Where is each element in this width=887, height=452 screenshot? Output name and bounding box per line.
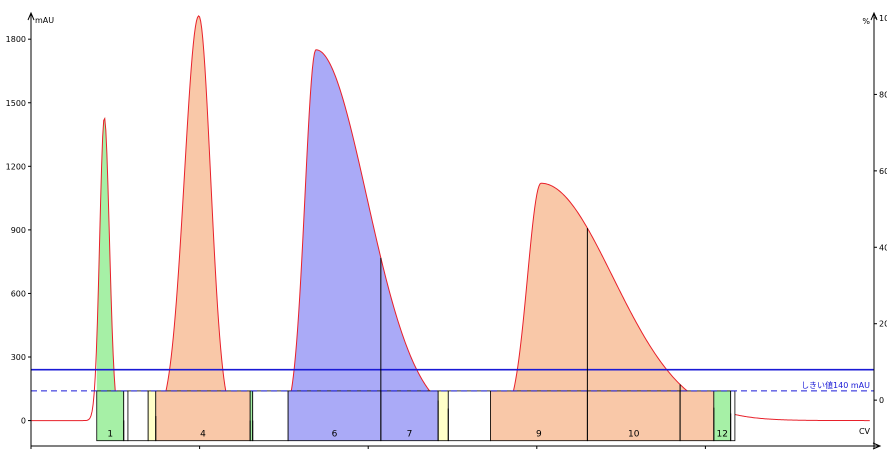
fraction-label-11: 9: [536, 430, 542, 440]
left-axis-arrow: [27, 11, 35, 21]
right-tick-label-5: 100: [879, 14, 887, 23]
fraction-bar-10: [447, 390, 491, 442]
left-axis-unit: mAU: [35, 16, 54, 25]
fraction-bar-12: [586, 390, 681, 442]
fraction-bar-0: [96, 390, 125, 442]
fraction-label-0: 1: [107, 430, 113, 440]
left-tick-label-0: 0: [21, 417, 26, 426]
right-tick-label-4: 80: [879, 90, 887, 99]
fraction-bar-15: [730, 390, 736, 442]
fraction-bar-3: [147, 390, 157, 442]
fraction-bar-6: [252, 390, 289, 442]
fraction-fill-12: [587, 228, 681, 421]
absorbance-curve-group: [31, 15, 870, 422]
fraction-labels: 1 4 6 7 9 10 12: [107, 228, 732, 441]
absorbance-curve: [31, 15, 870, 422]
fraction-bar-1: [123, 390, 129, 442]
x-axis-arrow: [872, 442, 882, 450]
left-tick-label-5: 1500: [6, 99, 26, 108]
fraction-bar-13: [679, 390, 715, 442]
x-axis-unit: CV: [859, 427, 871, 436]
fraction-fill-8: [380, 257, 439, 421]
fraction-bar-11: [490, 390, 588, 442]
fraction-label-12: 10: [628, 430, 640, 440]
axes: 0300600900120015001800020406080100024681…: [6, 11, 887, 452]
threshold-label: しきい値140 mAU: [801, 380, 870, 390]
left-tick-label-1: 300: [11, 353, 26, 362]
fraction-label-7: 6: [332, 430, 338, 440]
right-tick-label-2: 40: [879, 243, 887, 252]
fraction-fills: [96, 16, 731, 421]
right-axis-unit: %: [862, 17, 870, 26]
fraction-bar-4: [155, 390, 251, 442]
left-tick-label-4: 1200: [6, 162, 26, 171]
fraction-bar-2: [127, 390, 149, 442]
fraction-bar-7: [287, 390, 382, 442]
left-tick-label-6: 1800: [6, 35, 26, 44]
left-tick-label-2: 600: [11, 289, 26, 298]
right-tick-label-3: 60: [879, 167, 887, 176]
fraction-label-8: 7: [407, 430, 413, 440]
fraction-fill-11: [490, 183, 588, 421]
right-tick-label-0: 0: [879, 396, 884, 405]
fraction-label-4: 4: [200, 430, 206, 440]
fraction-fill-7: [288, 49, 381, 421]
fraction-bar-9: [437, 390, 449, 442]
threshold-group: しきい値140 mAU: [31, 368, 874, 392]
right-tick-label-1: 20: [879, 320, 887, 329]
fraction-fill-4: [155, 16, 251, 421]
left-tick-label-3: 900: [11, 226, 26, 235]
fraction-label-14: 12: [717, 430, 728, 440]
fraction-bars: [96, 390, 736, 442]
